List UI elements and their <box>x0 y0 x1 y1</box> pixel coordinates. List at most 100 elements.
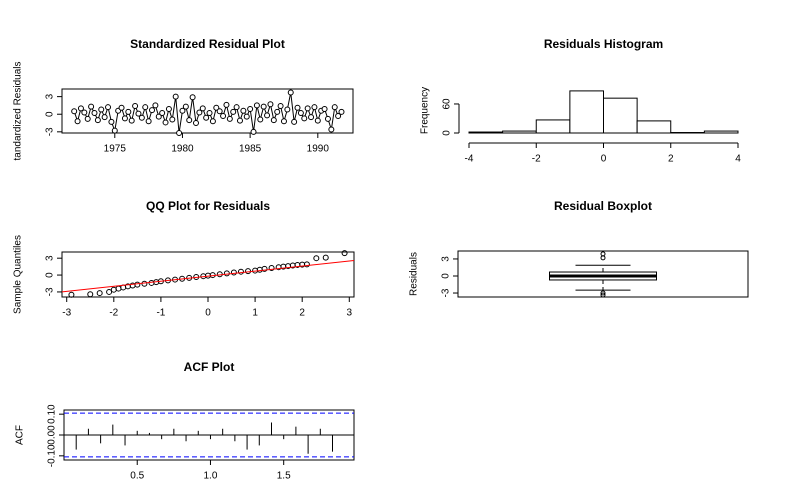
residual-point <box>314 117 321 124</box>
residual-point <box>101 114 108 121</box>
residual-point <box>311 104 318 111</box>
residual-point <box>321 105 328 112</box>
y-tick-label: 0.10 <box>47 404 58 424</box>
qq-point <box>115 285 122 292</box>
residual-point <box>91 110 98 117</box>
residual-point <box>304 105 311 112</box>
qq-point <box>261 265 268 272</box>
x-tick-label: 1985 <box>239 144 262 155</box>
residual-point <box>189 94 196 101</box>
y-axis-label: ACF <box>15 425 26 445</box>
outlier <box>600 251 606 257</box>
x-tick-label: 1975 <box>104 144 127 155</box>
qq-point <box>87 291 94 298</box>
residual-point <box>84 115 91 122</box>
y-tick-label: 0.00 <box>47 425 58 445</box>
panel-title: Standardized Residual Plot <box>130 37 285 51</box>
qq-point <box>313 255 320 262</box>
residual-point <box>308 114 315 121</box>
residual-point <box>132 103 139 110</box>
residual-point <box>243 113 250 120</box>
residual-point <box>108 118 115 125</box>
residual-point <box>142 104 149 111</box>
residual-point <box>274 108 281 115</box>
residual-point <box>77 105 84 112</box>
residual-point <box>182 103 189 110</box>
x-tick-label: 2 <box>299 308 305 319</box>
residual-point <box>155 113 162 120</box>
x-tick-label: -1 <box>156 308 165 319</box>
qq-point <box>141 280 148 287</box>
residual-point <box>105 104 112 111</box>
residual-point <box>250 128 257 135</box>
y-axis-label: Frequency <box>420 87 431 134</box>
outlier <box>600 290 606 296</box>
qq-point <box>245 268 252 275</box>
residual-point <box>284 106 291 113</box>
plot-frame <box>61 88 354 134</box>
x-tick-label: 1990 <box>307 144 330 155</box>
residual-point <box>125 108 132 115</box>
residual-point <box>233 104 240 111</box>
y-tick-label: 0 <box>45 111 56 117</box>
x-tick-label: 2 <box>668 154 674 165</box>
qq-point <box>237 268 244 275</box>
residual-point <box>270 117 277 124</box>
qq-point <box>341 250 348 257</box>
x-tick-label: -3 <box>62 308 71 319</box>
x-tick-label: -2 <box>109 308 118 319</box>
qq-point <box>256 266 263 273</box>
residual-point <box>199 105 206 112</box>
residual-point <box>324 115 331 122</box>
y-axis-label: tandardized Residuals <box>13 62 24 161</box>
residual-point <box>335 112 342 119</box>
residual-point <box>94 117 101 124</box>
y-tick-label: 0 <box>442 130 453 136</box>
residual-point <box>186 117 193 124</box>
residual-point <box>172 93 179 100</box>
residual-point <box>277 103 284 110</box>
residual-point <box>192 120 199 127</box>
residual-point <box>267 101 274 108</box>
residual-point <box>74 118 81 125</box>
residual-point <box>98 106 105 113</box>
residual-point <box>88 103 95 110</box>
residual-point <box>162 119 169 126</box>
panel-title: QQ Plot for Residuals <box>146 199 270 213</box>
histogram-bar <box>569 90 604 134</box>
qq-point <box>106 288 113 295</box>
residual-point <box>169 116 176 123</box>
residual-point <box>216 108 223 115</box>
histogram-bar <box>468 131 504 134</box>
x-tick-label: 4 <box>735 154 741 165</box>
y-tick-label: 3 <box>441 256 452 262</box>
residual-point <box>196 109 203 116</box>
residual-point <box>145 118 152 125</box>
panel-title: ACF Plot <box>184 360 235 374</box>
y-tick-label: 3 <box>45 93 56 99</box>
residual-point <box>118 104 125 111</box>
x-tick-label: 0 <box>205 308 211 319</box>
x-tick-label: 3 <box>347 308 353 319</box>
residual-point <box>260 103 267 110</box>
residual-point <box>280 118 287 125</box>
y-axis-label: Sample Quantiles <box>13 235 24 314</box>
histogram-bar <box>703 130 739 134</box>
qq-point <box>68 291 75 298</box>
qq-point <box>134 281 141 288</box>
y-axis-label: Residuals <box>409 252 420 296</box>
y-tick-label: -0.10 <box>47 444 58 467</box>
histogram-bar <box>603 97 638 134</box>
qq-point <box>303 261 310 268</box>
residual-point <box>209 118 216 125</box>
residual-point <box>71 108 78 115</box>
residual-point <box>253 102 260 109</box>
residual-point <box>111 127 118 134</box>
residual-point <box>203 114 210 121</box>
residual-point <box>220 112 227 119</box>
residual-point <box>226 115 233 122</box>
residual-point <box>240 107 247 114</box>
residual-point <box>328 126 335 133</box>
outlier <box>600 255 606 261</box>
